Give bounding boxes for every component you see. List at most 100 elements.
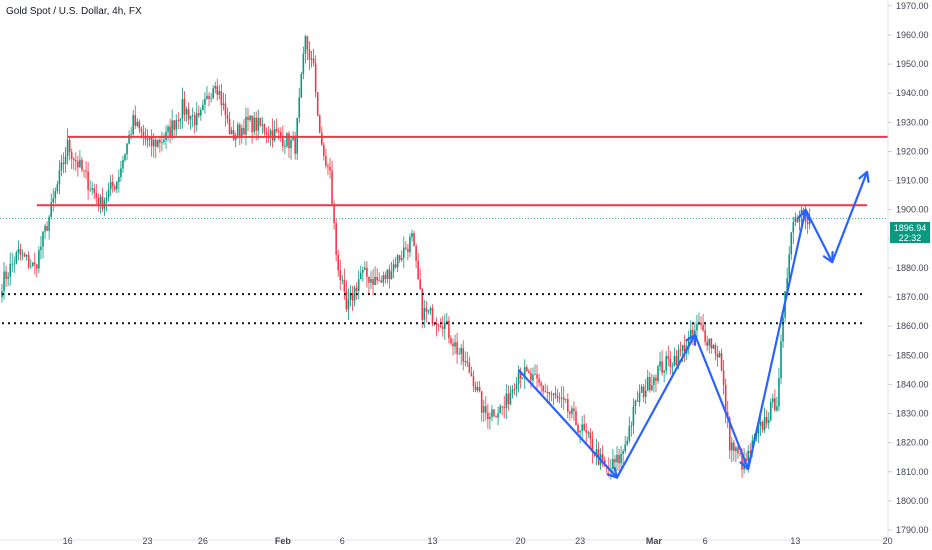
candle-body	[230, 130, 233, 135]
candle-body	[552, 393, 555, 395]
candle-body	[380, 280, 383, 283]
candle-body	[243, 127, 245, 135]
candle-body	[792, 221, 795, 233]
candle-body	[716, 353, 719, 358]
candle-body	[769, 402, 772, 421]
candle-body	[569, 411, 571, 414]
candle-body	[13, 263, 16, 265]
time-tick-label: 6	[340, 536, 345, 546]
candle-body	[439, 325, 442, 327]
candle-body	[269, 130, 272, 136]
candle-body	[423, 307, 426, 320]
candle-body	[64, 156, 67, 164]
candle-body	[485, 406, 487, 413]
candle-body	[280, 132, 282, 137]
candle-body	[34, 262, 36, 265]
candle-body	[724, 384, 727, 413]
candle-body	[579, 430, 581, 433]
price-tick-label: 1790.00	[896, 525, 929, 535]
candle-body	[228, 119, 231, 135]
time-tick-label: 23	[575, 536, 585, 546]
candle-body	[273, 128, 276, 141]
candle-body	[52, 198, 55, 203]
candle-body	[284, 146, 286, 147]
candle-body	[362, 269, 364, 273]
candle-body	[642, 386, 645, 397]
candle-body	[472, 376, 475, 387]
candle-body	[314, 63, 317, 93]
candle-body	[620, 453, 622, 464]
candle-body	[640, 386, 643, 393]
price-tick-label: 1940.00	[896, 88, 929, 98]
candle-body	[491, 409, 493, 417]
candle-body	[669, 359, 672, 367]
candle-body	[554, 393, 557, 397]
candle-body	[341, 279, 344, 281]
candle-body	[163, 139, 165, 143]
candle-body	[113, 186, 116, 190]
candle-body	[538, 378, 540, 383]
candle-body	[308, 49, 311, 60]
candle-body	[312, 58, 315, 64]
candle-body	[81, 159, 83, 171]
candle-body	[388, 269, 391, 280]
candle-body	[132, 115, 134, 135]
candle-body	[468, 362, 471, 374]
candle-body	[349, 293, 352, 300]
candle-body	[150, 137, 153, 147]
candle-body	[653, 377, 655, 386]
candle-body	[204, 98, 206, 105]
candle-body	[38, 250, 40, 269]
candle-body	[210, 98, 212, 99]
candle-body	[91, 188, 93, 190]
time-tick-label: 16	[63, 536, 73, 546]
candle-body	[495, 416, 497, 418]
candle-body	[480, 391, 483, 413]
candle-body	[89, 189, 91, 191]
candle-body	[343, 279, 346, 292]
candle-body	[515, 383, 518, 390]
candle-body	[808, 218, 811, 225]
candle-body	[503, 407, 506, 409]
candle-body	[409, 236, 411, 253]
candle-body	[355, 287, 358, 291]
candle-body	[392, 264, 395, 272]
candle-body	[487, 412, 489, 419]
candle-body	[296, 117, 298, 154]
candle-body	[183, 99, 186, 115]
candle-body	[11, 263, 14, 265]
candlestick-series	[1, 34, 811, 480]
candle-body	[335, 223, 337, 255]
candle-body	[651, 385, 653, 391]
candle-body	[673, 355, 676, 367]
candle-body	[321, 132, 323, 145]
candle-body	[530, 373, 532, 381]
time-tick-label: 23	[143, 536, 153, 546]
candle-body	[206, 95, 208, 99]
candle-body	[462, 348, 465, 362]
candle-body	[185, 109, 188, 115]
candle-body	[120, 168, 122, 178]
candle-body	[140, 128, 143, 132]
candle-body	[735, 447, 737, 451]
candle-body	[169, 126, 171, 137]
candle-body	[345, 291, 348, 310]
candle-body	[177, 120, 180, 122]
candle-body	[595, 449, 598, 456]
candle-body	[23, 253, 26, 257]
candle-body	[614, 459, 616, 463]
candle-body	[415, 246, 417, 261]
candle-body	[796, 217, 799, 222]
candle-body	[17, 248, 20, 253]
candle-body	[267, 134, 270, 136]
candle-body	[478, 387, 481, 392]
candle-body	[85, 170, 87, 172]
candle-body	[671, 366, 674, 368]
candle-body	[708, 338, 711, 346]
candle-body	[105, 197, 108, 201]
candle-body	[464, 360, 467, 362]
candle-body	[737, 447, 739, 454]
candle-body	[46, 226, 48, 231]
candle-body	[31, 262, 34, 267]
